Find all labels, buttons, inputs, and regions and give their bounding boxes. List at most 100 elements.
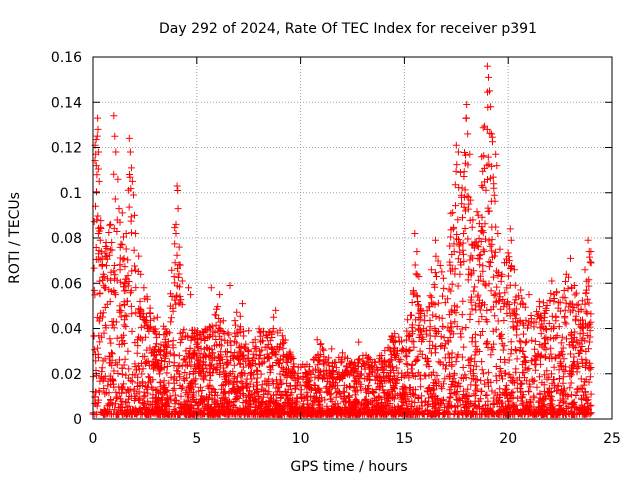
data-point xyxy=(465,265,473,273)
x-tick-label: 5 xyxy=(192,431,201,447)
data-point xyxy=(466,316,474,323)
data-point xyxy=(487,306,495,313)
data-point xyxy=(460,343,468,351)
data-point xyxy=(489,173,497,181)
data-point xyxy=(586,373,594,381)
data-point xyxy=(530,323,538,331)
data-point xyxy=(391,375,399,382)
data-point xyxy=(198,387,206,394)
y-axis-label: ROTI / TECUs xyxy=(7,192,23,284)
data-point xyxy=(176,292,184,300)
data-point xyxy=(467,271,475,279)
data-point xyxy=(498,340,506,348)
data-point xyxy=(126,385,134,393)
data-point xyxy=(587,310,595,318)
data-point xyxy=(276,370,284,378)
data-point xyxy=(441,375,449,383)
data-point xyxy=(186,345,194,353)
data-point xyxy=(421,398,429,406)
data-point xyxy=(95,387,103,395)
data-point xyxy=(522,398,530,406)
data-point xyxy=(273,401,281,409)
data-point xyxy=(484,368,492,376)
data-point xyxy=(474,291,482,299)
data-point xyxy=(177,385,185,392)
data-point xyxy=(139,365,147,373)
data-point xyxy=(133,349,141,357)
data-point xyxy=(414,298,421,305)
data-point xyxy=(213,305,220,313)
data-point xyxy=(174,362,182,370)
data-point xyxy=(545,384,553,392)
data-point xyxy=(264,390,272,398)
data-point xyxy=(230,361,238,369)
data-point xyxy=(326,391,334,399)
data-point xyxy=(462,403,470,410)
data-point xyxy=(585,282,593,290)
data-point xyxy=(522,316,530,324)
y-tick-label: 0.08 xyxy=(51,231,82,247)
data-point xyxy=(172,300,180,308)
data-point xyxy=(413,271,421,279)
data-point xyxy=(210,365,217,373)
data-point xyxy=(114,370,122,377)
data-point xyxy=(475,318,483,326)
data-point xyxy=(479,262,487,270)
data-point xyxy=(424,410,432,418)
data-point xyxy=(177,392,185,400)
data-point xyxy=(118,209,126,217)
data-point xyxy=(147,377,154,385)
data-point xyxy=(302,393,310,401)
data-point xyxy=(470,390,478,398)
data-point xyxy=(433,395,441,402)
data-point xyxy=(215,357,223,364)
y-tick-label: 0.02 xyxy=(51,367,82,383)
data-point xyxy=(394,369,402,377)
data-point xyxy=(478,182,486,190)
data-point xyxy=(127,289,134,297)
data-point xyxy=(265,375,273,383)
data-point xyxy=(249,338,257,346)
data-point xyxy=(124,347,132,355)
data-point xyxy=(219,409,227,417)
data-point xyxy=(425,303,433,311)
data-point xyxy=(144,389,152,397)
data-point xyxy=(559,373,567,381)
data-point xyxy=(220,389,227,397)
data-point xyxy=(482,316,490,324)
data-point xyxy=(542,353,550,361)
data-point xyxy=(108,349,115,357)
data-point xyxy=(436,359,444,367)
data-point xyxy=(335,405,343,413)
data-point xyxy=(171,224,179,232)
data-point xyxy=(128,378,136,386)
data-point xyxy=(218,356,226,364)
data-point xyxy=(387,378,395,386)
data-point xyxy=(518,409,526,417)
data-point xyxy=(562,278,569,285)
data-point xyxy=(473,208,481,216)
data-point xyxy=(134,396,142,404)
data-point xyxy=(435,378,443,386)
data-point xyxy=(122,245,130,253)
data-point xyxy=(218,394,226,402)
data-point xyxy=(583,358,591,366)
data-point xyxy=(266,410,274,418)
data-point xyxy=(201,397,208,405)
data-point xyxy=(120,380,128,388)
data-point xyxy=(236,325,244,333)
data-point xyxy=(172,220,180,228)
data-point xyxy=(586,333,594,341)
data-point xyxy=(166,349,174,357)
data-point xyxy=(471,358,479,366)
data-point xyxy=(151,364,159,372)
data-point xyxy=(255,395,263,403)
data-point xyxy=(521,353,529,361)
data-point xyxy=(452,202,459,210)
data-point xyxy=(434,257,442,265)
data-point xyxy=(408,330,416,338)
data-point xyxy=(587,390,595,398)
data-point xyxy=(253,374,261,382)
data-point xyxy=(484,153,492,161)
